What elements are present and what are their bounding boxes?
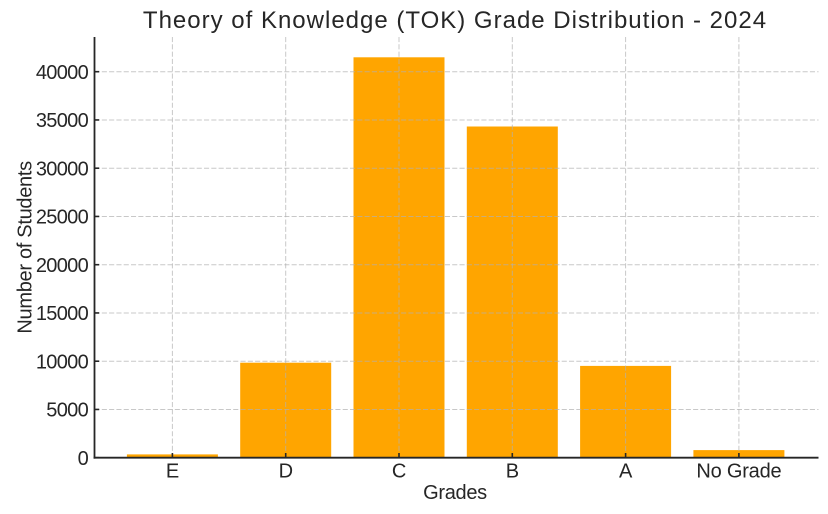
svg-text:C: C xyxy=(392,461,406,483)
svg-text:B: B xyxy=(506,461,519,483)
svg-text:40000: 40000 xyxy=(36,62,89,84)
svg-text:Number of Students: Number of Students xyxy=(15,161,37,334)
svg-text:10000: 10000 xyxy=(36,351,89,373)
svg-text:25000: 25000 xyxy=(36,207,89,229)
svg-text:15000: 15000 xyxy=(36,303,89,325)
svg-text:Theory of Knowledge (TOK) Grad: Theory of Knowledge (TOK) Grade Distribu… xyxy=(143,7,767,34)
svg-text:30000: 30000 xyxy=(36,158,89,180)
svg-text:E: E xyxy=(166,461,179,483)
svg-text:35000: 35000 xyxy=(36,110,89,132)
svg-text:20000: 20000 xyxy=(36,255,89,277)
svg-text:A: A xyxy=(619,461,633,483)
svg-text:No Grade: No Grade xyxy=(696,461,781,483)
svg-text:D: D xyxy=(279,461,293,483)
svg-text:0: 0 xyxy=(78,448,89,470)
svg-text:5000: 5000 xyxy=(46,400,88,422)
svg-text:Grades: Grades xyxy=(423,482,487,504)
